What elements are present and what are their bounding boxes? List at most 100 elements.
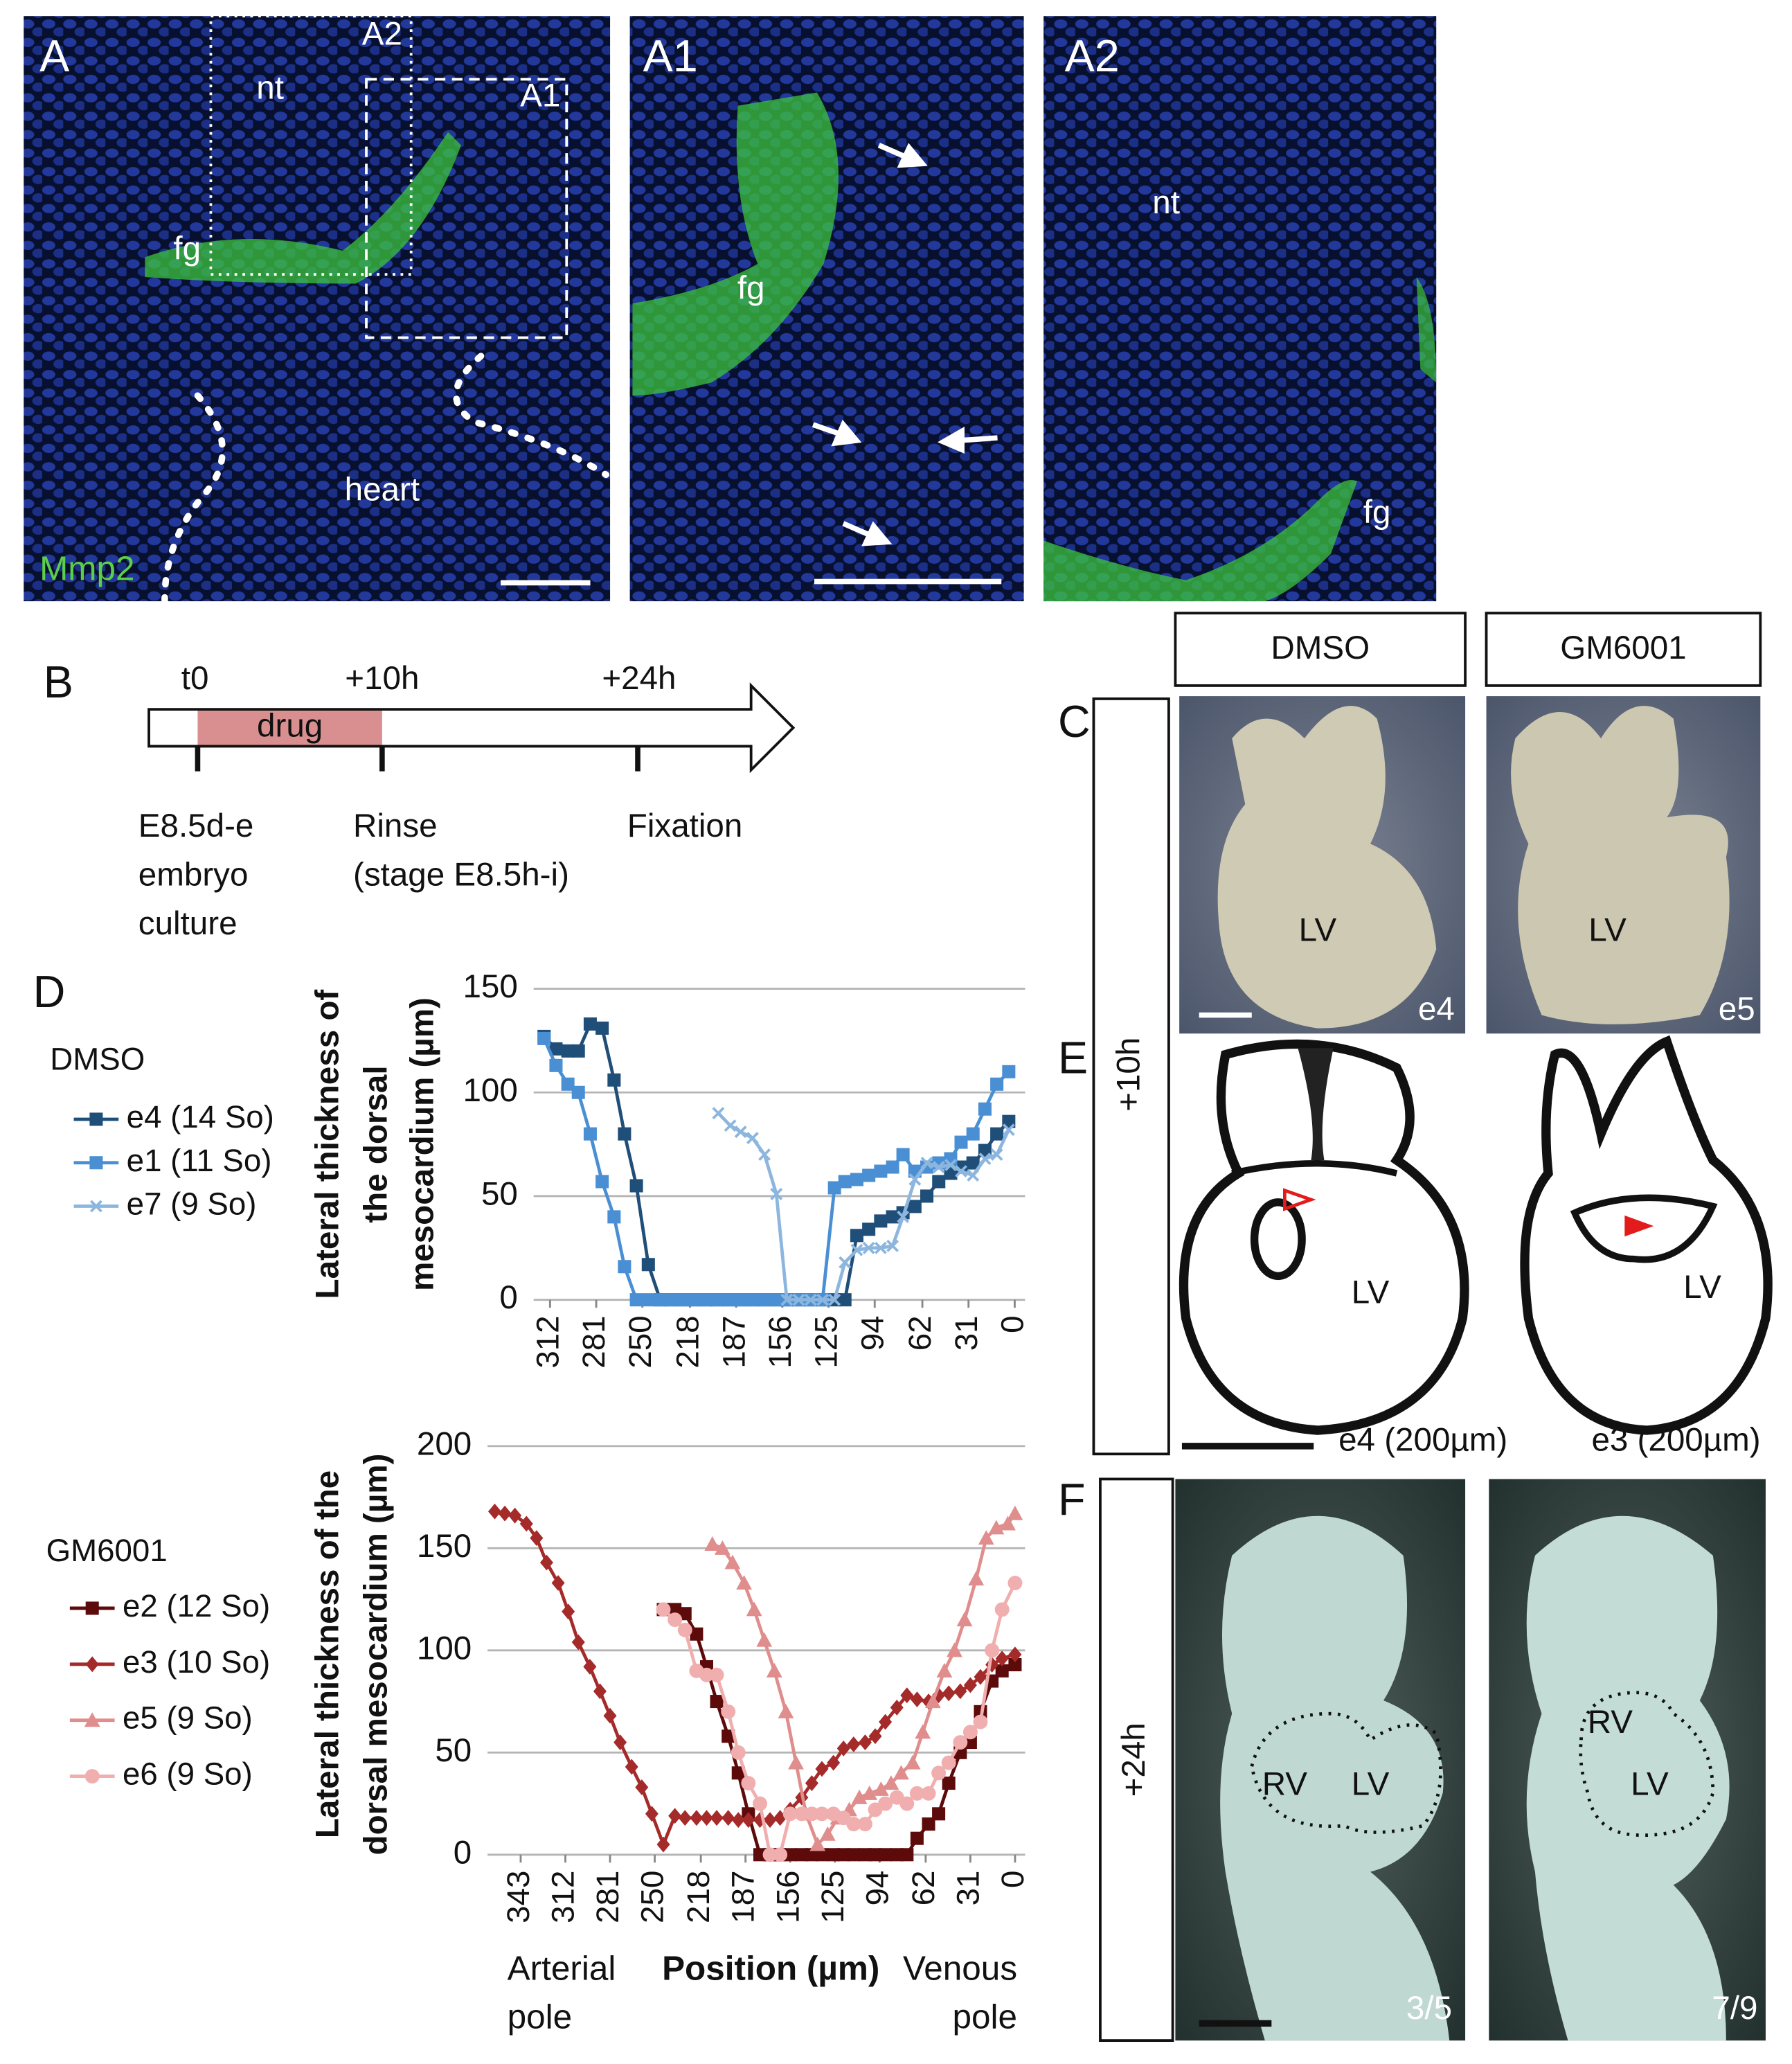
data-point: [641, 1258, 655, 1272]
x-tick-label: 281: [590, 1871, 625, 1923]
data-point: [607, 1073, 621, 1087]
annotation: RV: [1588, 1704, 1633, 1741]
data-point: [758, 1148, 771, 1162]
data-point: [978, 1153, 992, 1166]
data-point: [530, 1530, 544, 1547]
x-tick-label: 156: [770, 1871, 805, 1923]
micrograph: [1043, 16, 1437, 602]
column-label: DMSO: [1271, 630, 1370, 666]
data-point: [603, 1707, 617, 1724]
data-point: [645, 1806, 658, 1822]
time-label: +10h: [345, 660, 419, 697]
data-point: [990, 1148, 1003, 1162]
x-tick-label: 31: [949, 1315, 984, 1351]
legend-label: e5 (9 So): [123, 1700, 253, 1736]
data-point: [973, 1714, 988, 1729]
data-point: [861, 1785, 878, 1800]
legend-label: e6 (9 So): [123, 1756, 253, 1792]
data-point: [710, 1810, 724, 1826]
y-tick-label: 0: [499, 1279, 517, 1316]
data-point: [910, 1831, 924, 1845]
data-point: [498, 1505, 512, 1522]
y-tick-label: 100: [417, 1630, 472, 1666]
data-point: [988, 1520, 1005, 1535]
x-tick-label: 156: [762, 1315, 798, 1368]
data-point: [678, 1810, 692, 1826]
data-point: [990, 1077, 1004, 1091]
data-point: [839, 1256, 852, 1269]
section-detail: [1250, 1198, 1306, 1281]
data-point: [1008, 1657, 1022, 1671]
annotation: LV: [1588, 911, 1627, 948]
data-point: [850, 1173, 863, 1186]
panel-label: E: [1058, 1032, 1088, 1083]
data-point: [874, 1214, 888, 1228]
inset-label: A1: [520, 78, 560, 114]
data-point: [714, 1540, 731, 1555]
data-point: [805, 1848, 818, 1862]
x-annotation: Venous: [903, 1949, 1017, 1987]
data-point: [962, 1725, 978, 1740]
y-axis-label: dorsal mesocardium (µm): [358, 1454, 395, 1856]
legend-label: e7 (9 So): [127, 1186, 257, 1222]
arrow: [959, 435, 998, 443]
data-point: [537, 1031, 551, 1045]
outline: [453, 353, 610, 479]
data-point: [583, 1017, 597, 1031]
y-tick-label: 150: [417, 1528, 472, 1565]
time-label: t0: [181, 660, 209, 697]
x-tick-label: 94: [854, 1315, 890, 1351]
data-point: [667, 1612, 683, 1628]
stain-signal: [632, 92, 839, 396]
panel-label: B: [44, 657, 73, 707]
arrowhead-marker: [1624, 1215, 1654, 1237]
data-point: [932, 1175, 946, 1189]
data-point: [795, 1848, 809, 1862]
data-point: [746, 1601, 762, 1617]
legend-label: e4 (14 So): [127, 1099, 274, 1135]
drug-label: drug: [257, 707, 323, 744]
section-detail: [1231, 1159, 1398, 1177]
data-point: [794, 1806, 809, 1822]
caption: e4 (200µm): [1338, 1422, 1507, 1459]
data-point: [978, 1102, 992, 1116]
data-point: [595, 1175, 609, 1189]
annotation: LV: [1352, 1765, 1390, 1802]
data-point: [668, 1808, 682, 1824]
legend-label: e3 (10 So): [123, 1644, 270, 1680]
x-tick-label: 31: [950, 1871, 985, 1906]
data-point: [741, 1776, 756, 1791]
data-point: [910, 1691, 924, 1708]
data-point: [753, 1796, 767, 1811]
stain-signal: [145, 132, 462, 284]
data-point: [699, 1293, 713, 1307]
x-tick-label: 94: [859, 1871, 895, 1906]
step-label: culture: [138, 905, 238, 942]
time-label: +24h: [602, 660, 676, 697]
data-point: [688, 1293, 701, 1307]
data-point: [900, 1848, 914, 1862]
heart-outline: [1579, 1691, 1715, 1838]
x-tick-label: 250: [622, 1315, 658, 1368]
data-point: [583, 1659, 597, 1675]
data-point: [814, 1806, 830, 1822]
legend-marker: [89, 1112, 103, 1126]
column-header: [1485, 612, 1762, 687]
embryo: [1220, 1515, 1450, 2041]
x-tick-label: 125: [815, 1871, 850, 1923]
step-label: embryo: [138, 856, 249, 893]
heart-outline: [1250, 1711, 1442, 1834]
data-point: [742, 1812, 755, 1829]
data-point: [678, 1607, 692, 1621]
data-point: [699, 1810, 713, 1826]
data-point: [963, 1736, 977, 1750]
panel-label: D: [33, 966, 66, 1017]
data-point: [838, 1293, 852, 1307]
data-point: [721, 1704, 736, 1719]
stain-label: Mmp2: [39, 549, 134, 587]
data-point: [886, 1210, 899, 1224]
data-point: [508, 1507, 522, 1524]
data-point: [758, 1293, 771, 1307]
annotation: heart: [345, 472, 420, 508]
